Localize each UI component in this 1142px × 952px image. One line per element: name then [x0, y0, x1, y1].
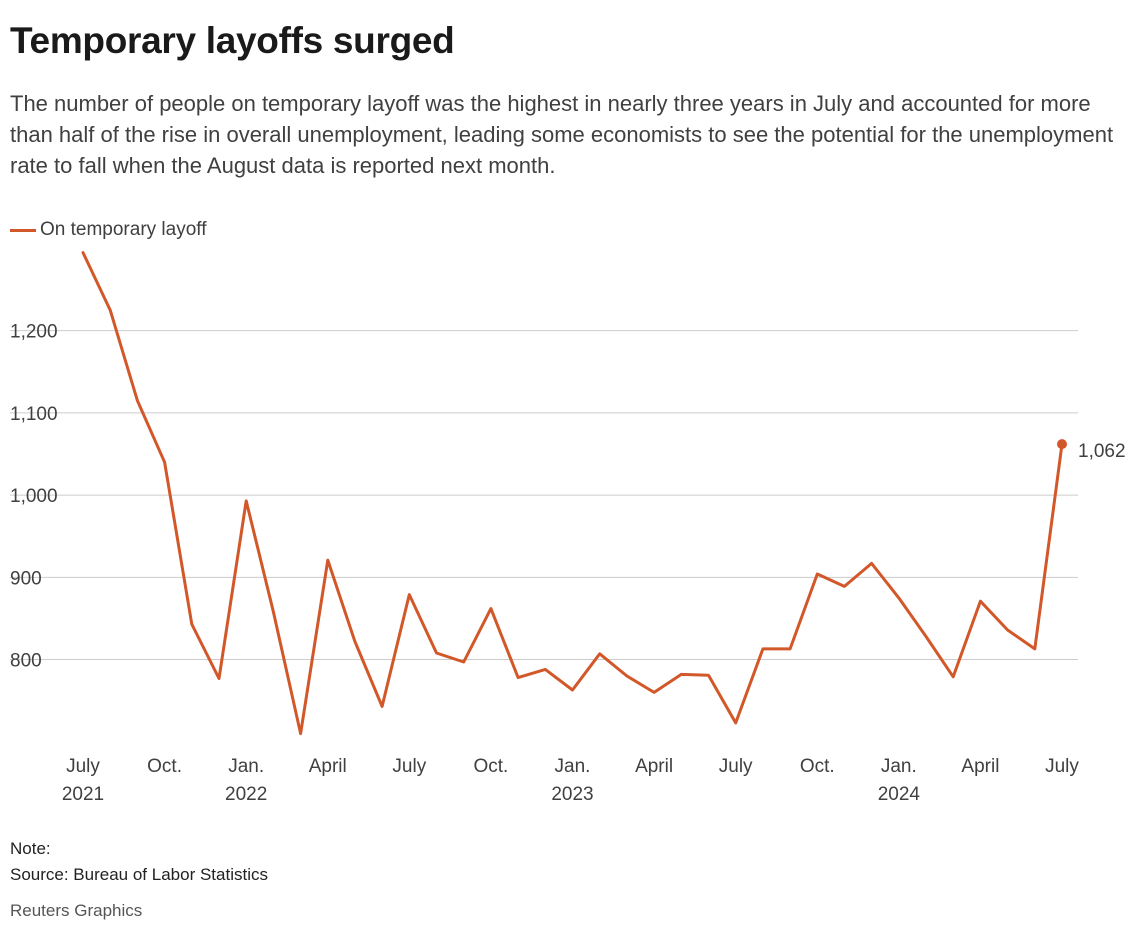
x-tick-label: July: [1045, 756, 1079, 777]
y-tick-label: 1,100: [10, 404, 58, 425]
x-tick-label: Oct.: [473, 756, 508, 777]
legend: On temporary layoff: [10, 219, 207, 241]
legend-label: On temporary layoff: [40, 219, 207, 240]
x-axis-labels: July 2021 Oct. Jan. 2022 April July Oct. Jan. 202…: [62, 756, 1080, 805]
x-tick-label: July: [66, 756, 100, 777]
x-tick-label: July: [392, 756, 426, 777]
chart-credit: Reuters Graphics: [10, 901, 143, 920]
last-point-marker: [1057, 439, 1067, 450]
y-tick-label: 800: [10, 651, 42, 672]
chart-source: Source: Bureau of Labor Statistics: [10, 865, 268, 884]
gridlines: [10, 330, 1078, 661]
x-tick-year-label: 2021: [62, 784, 104, 805]
x-tick-label: Jan.: [881, 756, 917, 777]
x-tick-year-label: 2024: [878, 784, 921, 805]
chart-subtitle: The number of people on temporary layoff…: [10, 91, 1114, 178]
x-tick-label: April: [309, 756, 347, 777]
x-tick-label: April: [961, 756, 999, 777]
series-layer: 1,062: [81, 251, 1126, 736]
last-value-label: 1,062: [1078, 441, 1126, 462]
x-tick-year-label: 2022: [225, 784, 267, 805]
y-tick-label: 900: [10, 568, 42, 589]
x-tick-label: July: [719, 756, 753, 777]
x-tick-label: Jan.: [228, 756, 264, 777]
x-tick-label: Oct.: [147, 756, 182, 777]
chart-title: Temporary layoffs surged: [10, 20, 455, 61]
legend-swatch: [10, 228, 36, 232]
line-chart: 800 900 1,000 1,100 1,200 July 2021 Oct. Jan. 20…: [10, 251, 1126, 805]
y-axis-labels: 800 900 1,000 1,100 1,200: [10, 322, 58, 672]
chart-note: Note:: [10, 839, 51, 858]
x-tick-label: Oct.: [800, 756, 835, 777]
y-tick-label: 1,000: [10, 486, 58, 507]
y-tick-label: 1,200: [10, 322, 58, 343]
series-line-temporary-layoff: [81, 251, 1064, 736]
x-tick-year-label: 2023: [551, 784, 593, 805]
x-tick-label: Jan.: [555, 756, 591, 777]
x-tick-label: April: [635, 756, 673, 777]
